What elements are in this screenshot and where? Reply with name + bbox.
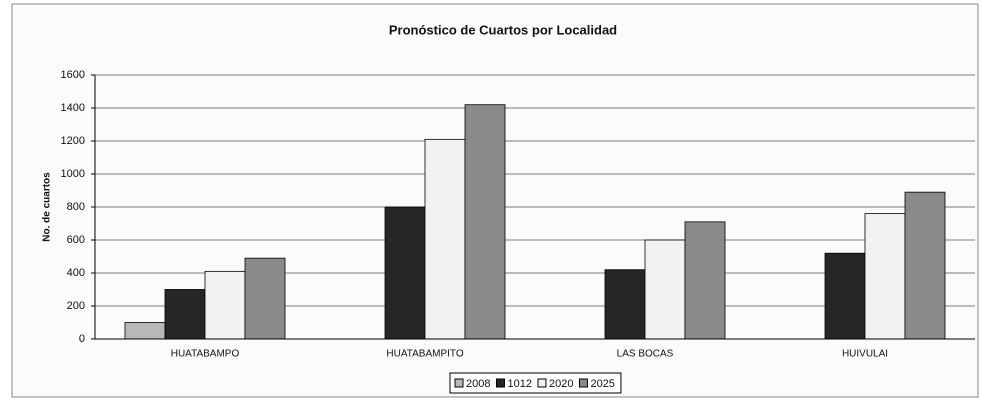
y-tick-label: 1000 — [61, 168, 85, 180]
x-tick-label: HUATABAMPITO — [386, 349, 463, 360]
bar — [464, 104, 506, 340]
bar — [244, 257, 286, 340]
y-tick-label: 600 — [67, 234, 85, 246]
y-tick-label: 1200 — [61, 135, 85, 147]
bar — [604, 269, 646, 340]
y-tick-label: 1600 — [61, 69, 85, 81]
y-axis-label: No. de cuartos — [42, 172, 53, 242]
legend-swatch — [578, 378, 588, 388]
legend-label: 2025 — [590, 378, 614, 390]
legend-swatch — [454, 378, 464, 388]
x-tick-label: LAS BOCAS — [617, 349, 674, 360]
bar — [204, 270, 246, 340]
bar — [164, 289, 206, 340]
chart-title: Pronóstico de Cuartos por Localidad — [389, 22, 617, 37]
legend-box — [449, 372, 622, 394]
y-tick-label: 0 — [79, 333, 85, 345]
legend-swatch — [537, 378, 547, 388]
bar — [124, 322, 166, 340]
bar — [424, 138, 466, 340]
y-tick-label: 200 — [67, 300, 85, 312]
bar — [904, 191, 946, 340]
legend-label: 1012 — [507, 378, 531, 390]
y-tick-label: 800 — [67, 201, 85, 213]
y-tick-label: 400 — [67, 267, 85, 279]
x-tick-label: HUIVULAI — [842, 349, 888, 360]
bar — [864, 213, 906, 340]
bar — [644, 239, 686, 340]
x-tick-label: HUATABAMPO — [171, 349, 240, 360]
y-tick-label: 1400 — [61, 102, 85, 114]
legend-label: 2008 — [466, 378, 490, 390]
legend-swatch — [495, 378, 505, 388]
legend-label: 2020 — [549, 378, 573, 390]
bar — [824, 252, 866, 340]
bar — [384, 206, 426, 340]
bar — [684, 221, 726, 340]
